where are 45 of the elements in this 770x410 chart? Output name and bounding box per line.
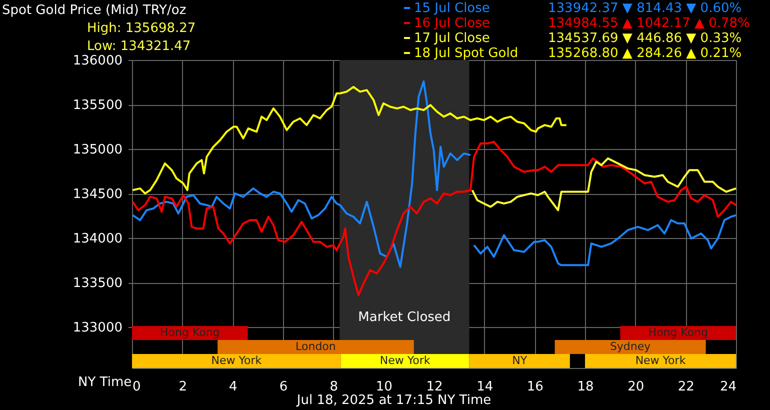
text: 133942.37 ▼ 814.43 ▼ 0.60% [548,1,742,16]
text: Low: 134321.47 [87,39,191,54]
y-tick-label: 134000 [72,232,122,247]
x-tick-label: 10 [376,380,392,394]
x-tick-label: 12 [426,380,443,394]
band-label: Market Closed [358,310,451,325]
band-label: Hong Kong [648,326,708,339]
x-tick-label: 24 [720,380,736,394]
legend-label: 15 Jul Close [414,1,490,16]
x-tick-label: 4 [229,380,238,394]
text: Jul 18, 2025 at 17:15 NY Time [296,393,492,408]
x-tick-label: 8 [330,380,338,394]
legend-label: 17 Jul Close [414,31,490,46]
legend-label: 18 Jul Spot Gold [414,46,518,61]
x-tick-label: 2 [178,380,187,394]
text: 134984.55 ▲ 1042.17 ▲ 0.78% [548,16,750,31]
chart-title: Spot Gold Price (Mid) TRY/oz [2,3,186,18]
y-tick-label: 135500 [72,98,122,114]
line-series [132,86,568,194]
x-tick-label: 6 [279,380,288,394]
line-series [471,157,737,212]
annotation: 135268.80 ▲ 284.26 ▲ 0.21% [548,46,742,61]
y-tick-label: 136000 [72,54,122,68]
x-axis-title: NY Time [78,375,132,390]
line-series [132,140,737,296]
text: High: 135698.27 [87,21,196,36]
x-tick-label: 0 [132,380,141,394]
band-label: Sydney [610,340,652,353]
y-tick-label: 133500 [72,276,122,292]
band-label: New York [211,354,262,367]
text: 134537.69 ▼ 446.86 ▼ 0.33% [548,31,742,46]
x-tick-label: 22 [678,380,694,394]
y-tick-label: 135000 [72,142,122,158]
legend-label: 16 Jul Close [414,16,490,31]
y-tick-label: 134500 [72,187,122,202]
x-tick-label: 20 [628,380,644,394]
x-tick-label: 18 [577,380,594,394]
band-label: Hong Kong [160,326,220,339]
band-label: New York [380,354,431,367]
band-label: London [296,340,336,353]
x-tick-label: 16 [526,380,544,394]
band-label: NY [512,354,528,367]
x-tick-label: 14 [476,380,494,394]
y-tick-label: 133000 [72,320,122,336]
band-label: New York [635,354,686,367]
